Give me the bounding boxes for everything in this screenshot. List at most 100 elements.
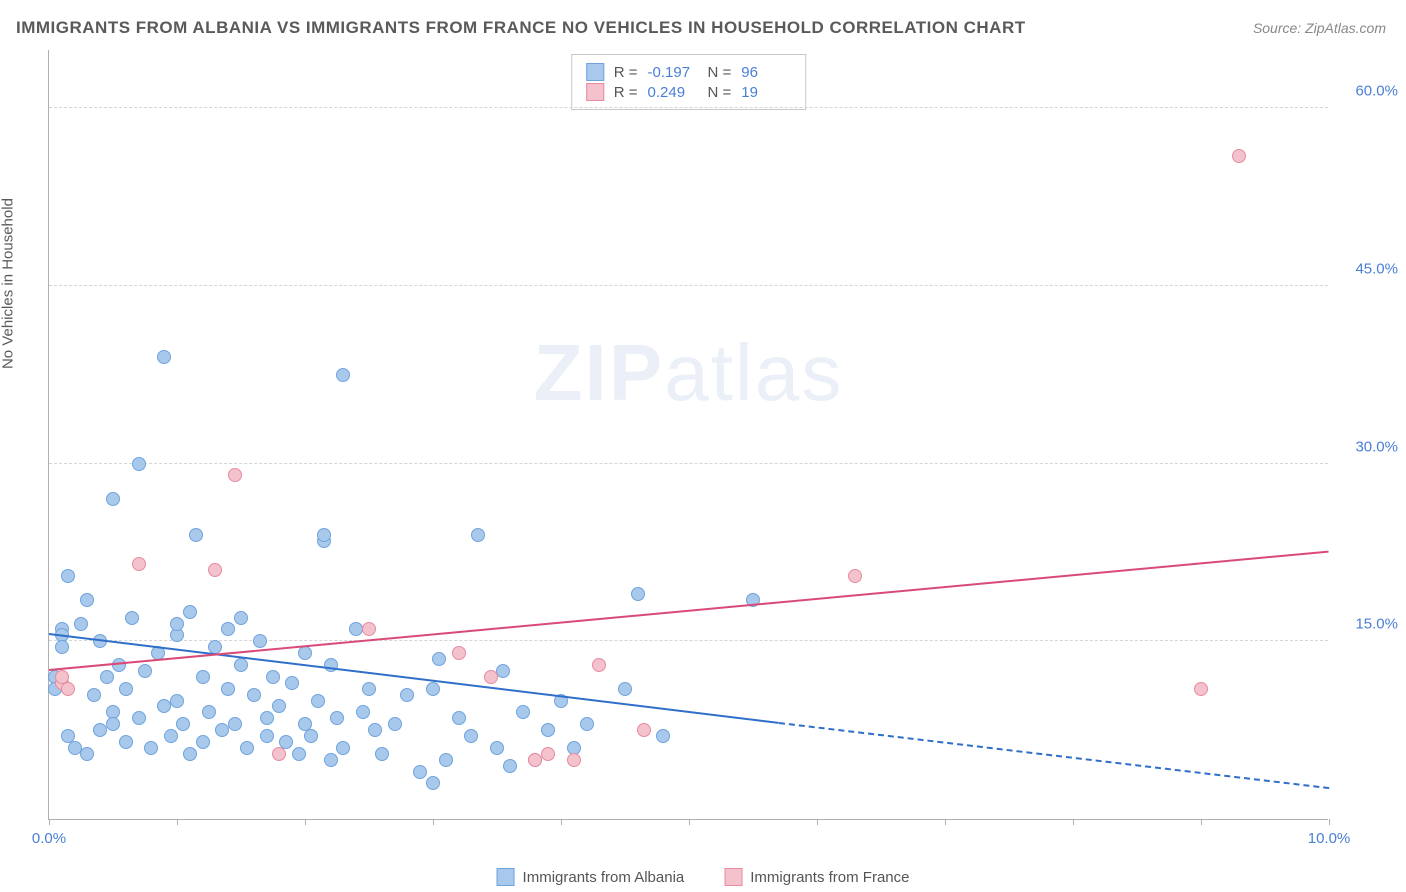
scatter-point	[432, 652, 446, 666]
scatter-point	[138, 664, 152, 678]
scatter-point	[196, 670, 210, 684]
scatter-point	[202, 705, 216, 719]
y-tick-label: 60.0%	[1338, 83, 1398, 100]
scatter-point	[144, 741, 158, 755]
scatter-point	[132, 711, 146, 725]
scatter-point	[228, 468, 242, 482]
legend-label: Immigrants from Albania	[523, 869, 685, 886]
stats-row: R =-0.197N =96	[586, 63, 792, 81]
scatter-point	[592, 658, 606, 672]
scatter-point	[452, 646, 466, 660]
scatter-point	[1232, 149, 1246, 163]
stat-r-label: R =	[614, 64, 638, 81]
scatter-point	[541, 723, 555, 737]
scatter-point	[61, 569, 75, 583]
scatter-point	[285, 676, 299, 690]
x-tick-label: 0.0%	[32, 830, 66, 847]
legend-label: Immigrants from France	[750, 869, 909, 886]
scatter-point	[189, 528, 203, 542]
legend-swatch	[586, 63, 604, 81]
scatter-point	[426, 776, 440, 790]
scatter-point	[80, 593, 94, 607]
stat-n-value: 19	[741, 84, 791, 101]
y-tick-label: 30.0%	[1338, 438, 1398, 455]
gridline	[49, 107, 1328, 108]
scatter-point	[112, 658, 126, 672]
gridline	[49, 285, 1328, 286]
scatter-point	[240, 741, 254, 755]
scatter-point	[228, 717, 242, 731]
scatter-point	[87, 688, 101, 702]
x-tick	[433, 819, 434, 825]
scatter-point	[106, 717, 120, 731]
scatter-point	[132, 457, 146, 471]
x-tick	[817, 819, 818, 825]
scatter-point	[317, 528, 331, 542]
stat-n-value: 96	[741, 64, 791, 81]
x-tick	[1201, 819, 1202, 825]
legend-item: Immigrants from Albania	[497, 868, 685, 886]
scatter-point	[496, 664, 510, 678]
stat-r-label: R =	[614, 84, 638, 101]
scatter-point	[388, 717, 402, 731]
scatter-point	[196, 735, 210, 749]
y-axis-label: No Vehicles in Household	[0, 198, 17, 369]
scatter-point	[356, 705, 370, 719]
watermark-rest: atlas	[664, 328, 843, 417]
scatter-point	[400, 688, 414, 702]
scatter-point	[848, 569, 862, 583]
scatter-point	[221, 622, 235, 636]
scatter-point	[253, 634, 267, 648]
scatter-point	[464, 729, 478, 743]
scatter-point	[426, 682, 440, 696]
legend-swatch	[497, 868, 515, 886]
trend-line-dashed	[778, 722, 1329, 789]
scatter-point	[234, 658, 248, 672]
scatter-point	[656, 729, 670, 743]
x-tick	[49, 819, 50, 825]
source-attribution: Source: ZipAtlas.com	[1253, 20, 1386, 36]
watermark: ZIPatlas	[534, 327, 843, 419]
scatter-point	[567, 753, 581, 767]
scatter-point	[80, 747, 94, 761]
scatter-point	[266, 670, 280, 684]
y-tick-label: 45.0%	[1338, 260, 1398, 277]
chart-title: IMMIGRANTS FROM ALBANIA VS IMMIGRANTS FR…	[16, 18, 1026, 38]
scatter-point	[336, 741, 350, 755]
scatter-point	[61, 682, 75, 696]
scatter-point	[157, 350, 171, 364]
gridline	[49, 463, 1328, 464]
scatter-point	[618, 682, 632, 696]
scatter-point	[132, 557, 146, 571]
legend-item: Immigrants from France	[724, 868, 909, 886]
scatter-point	[362, 682, 376, 696]
scatter-point	[170, 694, 184, 708]
scatter-point	[368, 723, 382, 737]
scatter-point	[503, 759, 517, 773]
scatter-point	[471, 528, 485, 542]
gridline	[49, 640, 1328, 641]
scatter-point	[637, 723, 651, 737]
scatter-point	[183, 605, 197, 619]
watermark-bold: ZIP	[534, 328, 664, 417]
scatter-point	[580, 717, 594, 731]
scatter-point	[1194, 682, 1208, 696]
x-tick	[1073, 819, 1074, 825]
scatter-point	[292, 747, 306, 761]
scatter-point	[336, 368, 350, 382]
x-tick	[177, 819, 178, 825]
scatter-point	[176, 717, 190, 731]
stat-n-label: N =	[708, 84, 732, 101]
bottom-legend: Immigrants from Albania Immigrants from F…	[497, 868, 910, 886]
scatter-point	[272, 747, 286, 761]
scatter-point	[272, 699, 286, 713]
scatter-point	[260, 729, 274, 743]
scatter-point	[631, 587, 645, 601]
scatter-point	[516, 705, 530, 719]
scatter-point	[490, 741, 504, 755]
scatter-point	[324, 753, 338, 767]
stat-r-value: 0.249	[648, 84, 698, 101]
scatter-point	[221, 682, 235, 696]
scatter-point	[330, 711, 344, 725]
x-tick	[945, 819, 946, 825]
